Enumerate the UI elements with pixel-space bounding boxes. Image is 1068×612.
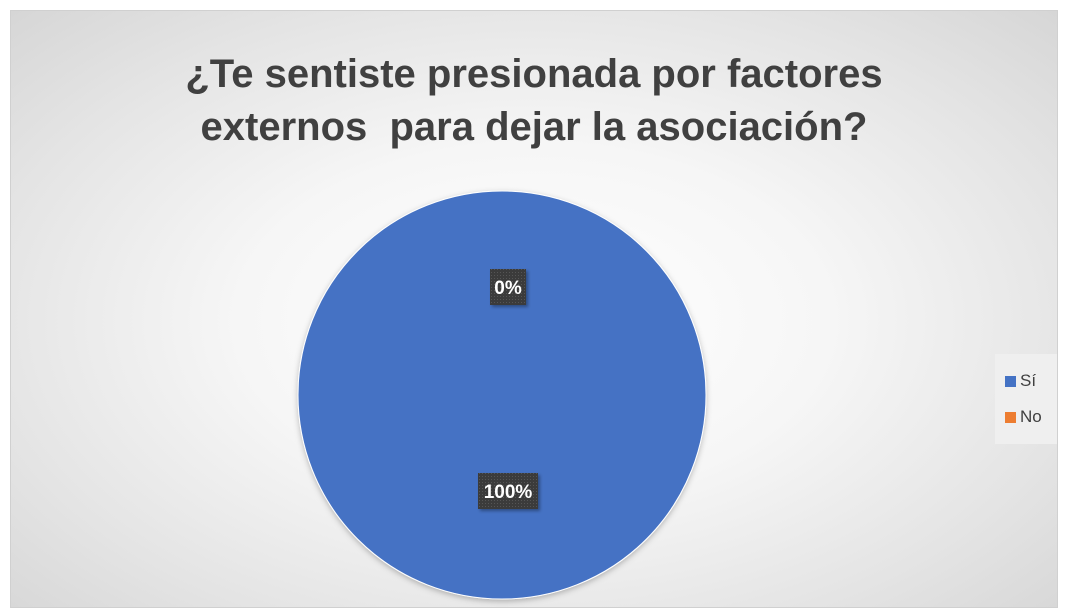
legend-label-no: No xyxy=(1020,407,1042,426)
chart-title-line-1: ¿Te sentiste presionada por factores xyxy=(185,52,883,96)
pie-slice-s xyxy=(297,190,707,600)
legend-swatch-si xyxy=(1005,375,1016,387)
data-label-s: 100% xyxy=(478,473,538,509)
data-label-text: 0% xyxy=(494,278,522,299)
chart-area: ¿Te sentiste presionada por factores ext… xyxy=(10,10,1058,608)
legend-item-si: Sí xyxy=(1005,371,1036,391)
data-label-box xyxy=(478,473,538,509)
legend-item-no: No xyxy=(1005,407,1042,427)
chart-title-line-2: externos para dejar la asociación? xyxy=(200,105,868,149)
legend-label-si: Sí xyxy=(1020,371,1037,390)
legend-swatch-no xyxy=(1005,411,1016,423)
data-label-text: 100% xyxy=(484,482,533,503)
pie-chart: 100% 0% xyxy=(297,190,707,600)
chart-title: ¿Te sentiste presionada por factores ext… xyxy=(11,48,1057,154)
legend: Sí No xyxy=(995,354,1057,444)
data-label-no: 0% xyxy=(490,269,526,305)
data-label-box xyxy=(490,269,526,305)
